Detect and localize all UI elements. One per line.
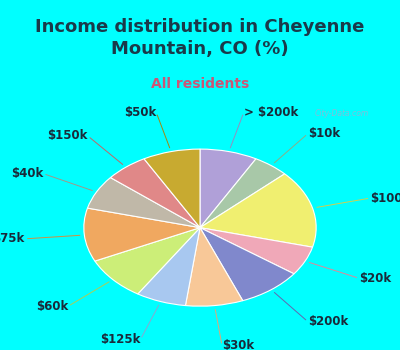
Text: $40k: $40k [11, 167, 43, 180]
Wedge shape [138, 228, 200, 306]
Text: $20k: $20k [359, 272, 391, 285]
Text: $200k: $200k [308, 315, 348, 328]
Wedge shape [88, 177, 200, 228]
Text: $10k: $10k [308, 127, 340, 140]
Wedge shape [200, 149, 256, 228]
Text: All residents: All residents [151, 77, 249, 91]
Wedge shape [84, 208, 200, 261]
Text: Income distribution in Cheyenne
Mountain, CO (%): Income distribution in Cheyenne Mountain… [35, 18, 365, 58]
Text: $75k: $75k [0, 232, 25, 245]
Wedge shape [186, 228, 243, 306]
Text: City-Data.com: City-Data.com [315, 108, 369, 118]
Text: $100k: $100k [370, 191, 400, 204]
Text: $30k: $30k [222, 339, 254, 350]
Text: $150k: $150k [48, 130, 88, 142]
Wedge shape [200, 159, 285, 228]
Wedge shape [144, 149, 200, 228]
Wedge shape [200, 228, 312, 274]
Wedge shape [110, 159, 200, 228]
Wedge shape [95, 228, 200, 294]
Text: $60k: $60k [36, 300, 68, 313]
Text: > $200k: > $200k [244, 106, 298, 119]
Wedge shape [200, 174, 316, 247]
Text: $50k: $50k [124, 106, 156, 119]
Wedge shape [200, 228, 294, 301]
Text: $125k: $125k [100, 333, 140, 346]
